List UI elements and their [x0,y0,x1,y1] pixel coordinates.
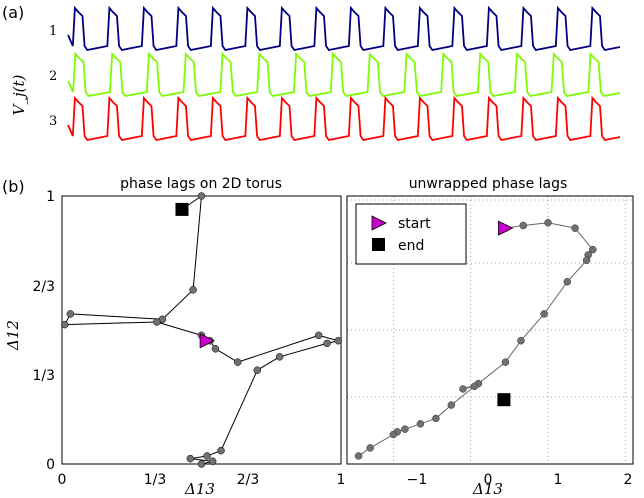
unwrapped-point [354,452,363,460]
legend-end-label: end [398,238,424,254]
unwrapped-point [563,278,572,286]
unwrapped-point [544,219,552,227]
torus-ytick-3: 1 [46,189,55,205]
trace-2 [67,51,621,97]
torus-point [334,336,342,345]
unwrapped-point [582,256,591,265]
torus-point [234,358,242,366]
unwrapped-plot [354,219,597,460]
torus-end-marker [175,202,189,216]
unwrapped-segment [505,340,522,363]
torus-plot-frame [61,195,342,465]
legend-box [355,203,467,265]
unwrapped-segment [574,227,594,250]
unwrapped-xtick-2: 1 [554,472,563,488]
torus-segment [257,356,280,371]
panel-label-a: (a) [2,3,24,22]
trace-1 [67,5,621,51]
torus-ytick-1: 1/3 [32,368,55,384]
unwrapped-point [470,382,479,391]
torus-point [197,192,206,200]
unwrapped-point [519,221,527,230]
unwrapped-xtick-0: −1 [407,472,428,488]
torus-point [217,446,225,455]
torus-plot [61,192,342,468]
torus-segment [156,321,202,336]
unwrapped-start-marker [498,220,514,236]
torus-ytick-0: 0 [46,457,55,473]
unwrapped-point [432,414,440,423]
panel-label-b: (b) [2,177,25,196]
trace-label-2: 2 [49,69,57,84]
torus-xtick-0: 0 [58,472,67,488]
legend-start-label: start [398,216,431,232]
trace-label-3: 3 [49,114,57,129]
torus-point [323,339,331,348]
torus-segment [162,289,194,320]
unwrapped-segment [566,259,587,283]
unwrapped-point [366,444,374,452]
torus-point [189,286,197,294]
unwrapped-segment [520,313,545,342]
unwrapped-segment [547,222,576,229]
torus-point [275,353,284,361]
unwrapped-xtick-3: 2 [624,472,633,488]
unwrapped-point [589,245,597,254]
unwrapped-point [416,420,425,428]
unwrapped-point [540,310,548,318]
torus-xtick-2: 2/3 [237,472,260,488]
torus-xtick-1: 1/3 [144,472,167,488]
torus-point [253,366,262,374]
unwrapped-point [401,425,409,433]
torus-segment [279,342,328,358]
unwrapped-xtick-1: 0 [484,472,493,488]
torus-xlabel: Δ13 [184,480,215,498]
torus-point [186,454,195,463]
torus-point [153,318,161,326]
unwrapped-segment [451,385,475,406]
torus-point [208,457,217,466]
unwrapped-point [389,430,398,439]
torus-xtick-3: 1 [337,472,346,488]
legend-end-marker [372,238,385,251]
unwrapped-segment [543,281,568,315]
unwrapped-segment [478,361,506,384]
torus-segment [215,348,239,363]
torus-segment [220,369,258,451]
torus-point [66,310,75,318]
legend: start end [355,203,467,265]
torus-segment [192,195,202,290]
torus-segment [70,313,163,320]
unwrapped-plot-frame [346,195,634,465]
trace-label-1: 1 [49,24,57,39]
torus-segment [237,334,319,363]
unwrapped-segment [369,434,394,449]
torus-segment [64,321,157,326]
torus-ytick-2: 2/3 [32,279,55,295]
torus-point [203,452,211,460]
unwrapped-point [459,385,467,393]
unwrapped-end-marker [497,393,511,407]
torus-point [211,345,220,353]
unwrapped-title: unwrapped phase lags [409,176,568,192]
voltage-traces [67,5,621,141]
unwrapped-xlabel: Δ13 [472,480,503,498]
trace-3 [67,95,621,141]
unwrapped-segment [523,222,549,226]
legend-start-marker [371,215,387,231]
traces-ylabel: V_j(t) [10,74,28,115]
unwrapped-point [447,401,456,409]
torus-point [197,460,206,468]
unwrapped-point [517,336,525,345]
torus-title: phase lags on 2D torus [120,176,282,192]
torus-point [314,331,323,340]
unwrapped-point [571,224,579,232]
torus-ylabel: Δ12 [4,320,22,351]
unwrapped-point [501,358,510,366]
torus-start-marker [199,333,215,349]
torus-point [61,320,69,329]
